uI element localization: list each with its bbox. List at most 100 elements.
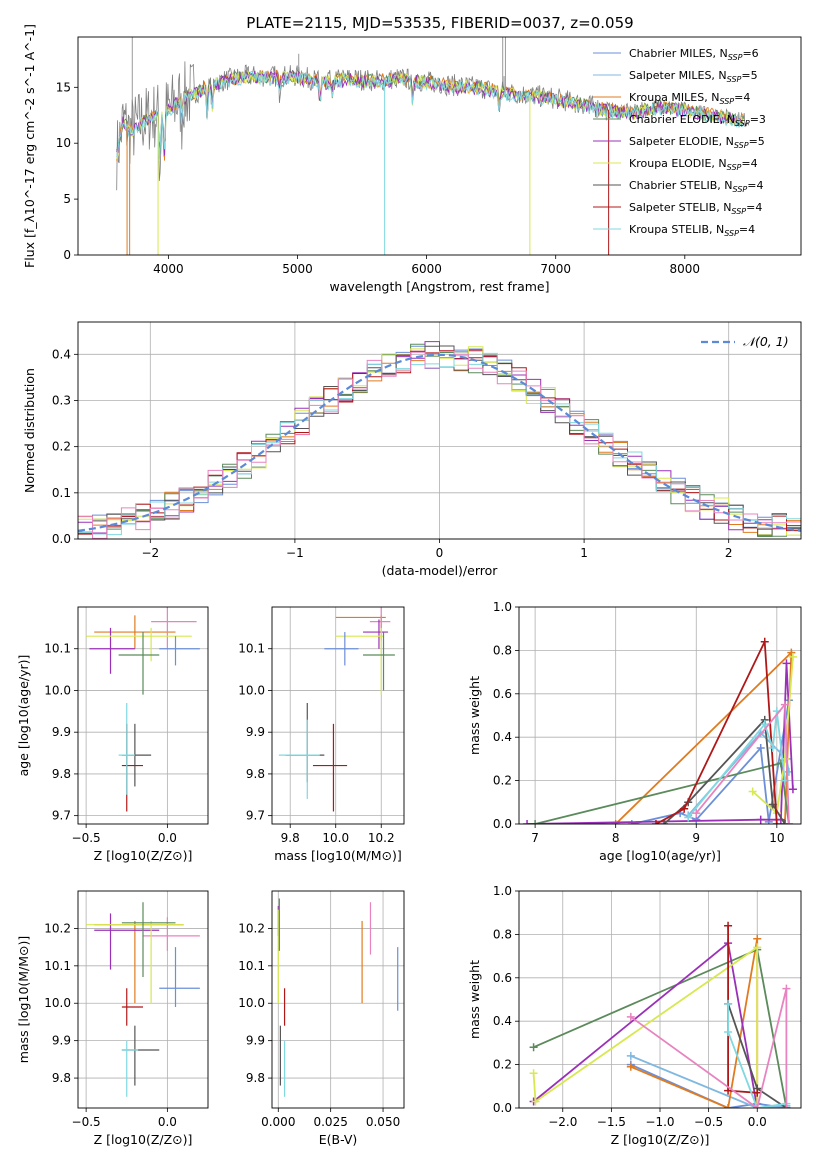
plot-area (78, 341, 801, 539)
legend-entry-base: Salpeter ELODIE, N (629, 135, 734, 148)
x-tick-label: 8 (612, 831, 620, 845)
plot-area (86, 607, 200, 812)
legend-entry-tail: =5 (741, 69, 757, 82)
y-tick-label: 9.8 (246, 1071, 265, 1085)
mass-weight-marker (724, 921, 733, 930)
y-tick-label: 9.7 (52, 809, 71, 823)
mass-weight-marker (753, 943, 762, 952)
legend-entry-base: Chabrier ELODIE, N (629, 113, 735, 126)
x-axis-label: wavelength [Angstrom, rest frame] (329, 279, 549, 294)
mass-weight-marker (684, 813, 693, 822)
y-axis-label: age [log10(age/yr)] (16, 655, 31, 777)
legend-entry: Kroupa STELIB, NSSP=4 (629, 223, 755, 238)
y-tick-label: 9.8 (246, 767, 265, 781)
mass-weight-marker (756, 744, 765, 753)
y-tick-label: 10.2 (238, 921, 265, 935)
mass-weight-marker (529, 1043, 538, 1052)
x-tick-label: 5000 (282, 262, 313, 276)
y-axis-label: Flux [f_λ10^-17 erg cm^-2 s^-1 A^-1] (22, 24, 37, 268)
x-tick-label: 4000 (153, 262, 184, 276)
legend-entry-sub: SSP (719, 97, 734, 106)
legend-entry-tail: =4 (734, 91, 750, 104)
plot-area (529, 921, 791, 1108)
legend-entry-sub: SSP (733, 185, 748, 194)
mass-weight-marker (724, 1104, 733, 1108)
x-tick-label: 0.0 (748, 1115, 767, 1129)
mass-weight-marker (756, 815, 765, 824)
legend-entry-base: Kroupa ELODIE, N (629, 157, 727, 170)
mass-weight-marker (768, 744, 777, 753)
mass-weight-marker (523, 820, 532, 824)
y-tick-label: 0.6 (493, 687, 512, 701)
histogram-pink (78, 350, 801, 539)
y-tick-label: 0.8 (493, 927, 512, 941)
legend-entry-tail: =3 (750, 113, 766, 126)
normal-pdf-curve (78, 353, 801, 532)
mass-weight-marker (651, 820, 660, 824)
legend-entry-tail: =4 (747, 179, 763, 192)
mass-vs-metallicity-panel: −0.5 0.0 9.8 9.9 10.0 10.1 10.2 Z [log10(Z/Z⊙)]… (16, 890, 209, 1147)
plot-area (116, 37, 750, 255)
mass-weight-marker (760, 720, 769, 729)
x-tick-label: 0.000 (261, 1115, 295, 1129)
legend-entry: Salpeter ELODIE, NSSP=5 (629, 135, 765, 150)
age-vs-metallicity-panel: −0.5 0.0 9.7 9.8 9.9 10.0 10.1 Z [log10(Z/Z⊙)] a… (16, 606, 209, 863)
y-tick-label: 0.0 (493, 817, 512, 831)
mass-weight-line-salpeter_stelib (655, 638, 778, 824)
model-spectrum-kroupa_stelib (116, 71, 744, 162)
x-tick-label: −0.5 (72, 1115, 101, 1129)
mass-weight-marker (753, 1088, 762, 1097)
mass-weight-line-chabrier_elodie (534, 762, 790, 824)
y-tick-label: 10 (56, 136, 71, 150)
y-tick-label: 10.1 (238, 642, 265, 656)
mass-weight-marker (680, 804, 689, 813)
x-axis-label: (data-model)/error (382, 563, 499, 578)
legend-entry: Kroupa MILES, NSSP=4 (629, 91, 750, 106)
x-tick-label: −2 (141, 546, 159, 560)
axes-frame (77, 36, 802, 256)
x-axis-label: age [log10(age/yr)] (599, 848, 721, 863)
mass-weight-marker (784, 820, 793, 824)
y-tick-label: 10.0 (238, 996, 265, 1010)
legend-entry: Salpeter STELIB, NSSP=4 (629, 201, 762, 216)
age-vs-mass-panel: 9.8 10.0 10.2 9.7 9.8 9.9 10.0 10.1 mass [log10(… (238, 606, 405, 863)
y-tick-label: 0.4 (52, 347, 71, 361)
y-tick-label: 9.8 (52, 767, 71, 781)
x-tick-label: −0.5 (72, 831, 101, 845)
x-tick-label: 2 (725, 546, 733, 560)
x-tick-label: 10.0 (322, 831, 349, 845)
mass-weight-marker (760, 637, 769, 646)
mass-weight-marker (531, 820, 540, 824)
x-axis-label: Z [log10(Z/Z⊙)] (94, 848, 193, 863)
legend-entry: 𝒩(0, 1) (743, 334, 789, 349)
y-tick-label: 0.3 (52, 393, 71, 407)
y-tick-label: 0.8 (493, 643, 512, 657)
mass-weight-marker (626, 1062, 635, 1071)
x-tick-label: 9 (692, 831, 700, 845)
y-tick-label: 9.9 (246, 1034, 265, 1048)
legend-entry: Kroupa ELODIE, NSSP=4 (629, 157, 758, 172)
legend-entry-tail: =5 (749, 135, 765, 148)
legend-entry-sub: SSP (727, 163, 742, 172)
mass-weight-line-salpeter_miles (630, 1055, 787, 1108)
mass-weight-marker (692, 809, 701, 818)
plot-area (278, 607, 395, 812)
y-tick-label: 10.1 (238, 959, 265, 973)
y-tick-label: 0.0 (493, 1101, 512, 1115)
legend-entry-sub: SSP (735, 119, 750, 128)
legend-entry: Salpeter MILES, NSSP=5 (629, 69, 758, 84)
histogram-chabrier_stelib (78, 345, 801, 536)
legend-entry-sub: SSP (728, 53, 743, 62)
mass-weight-marker (788, 652, 797, 661)
x-tick-label: −0.5 (694, 1115, 723, 1129)
x-axis-label: Z [log10(Z/Z⊙)] (94, 1132, 193, 1147)
mass-weight-vs-metallicity-panel: −2.0 −1.5 −1.0 −0.5 0.0 0.0 0.2 0.4 0.6 0.8 1.0 Z [… (467, 884, 802, 1147)
y-axis-label: mass [log10(M/M⊙)] (16, 936, 31, 1064)
legend-entry-base: Kroupa MILES, N (629, 91, 719, 104)
x-tick-label: 0.025 (313, 1115, 347, 1129)
legend-entry-tail: =4 (746, 201, 762, 214)
y-tick-label: 0.2 (52, 440, 71, 454)
mass-vs-extinction-panel: 0.000 0.025 0.050 9.8 9.9 10.0 10.1 10.2 E(B-V) (238, 890, 405, 1147)
mass-weight-line-kroupa_elodie (532, 945, 759, 1108)
mass-weight-line-kroupa_stelib (727, 1003, 787, 1108)
